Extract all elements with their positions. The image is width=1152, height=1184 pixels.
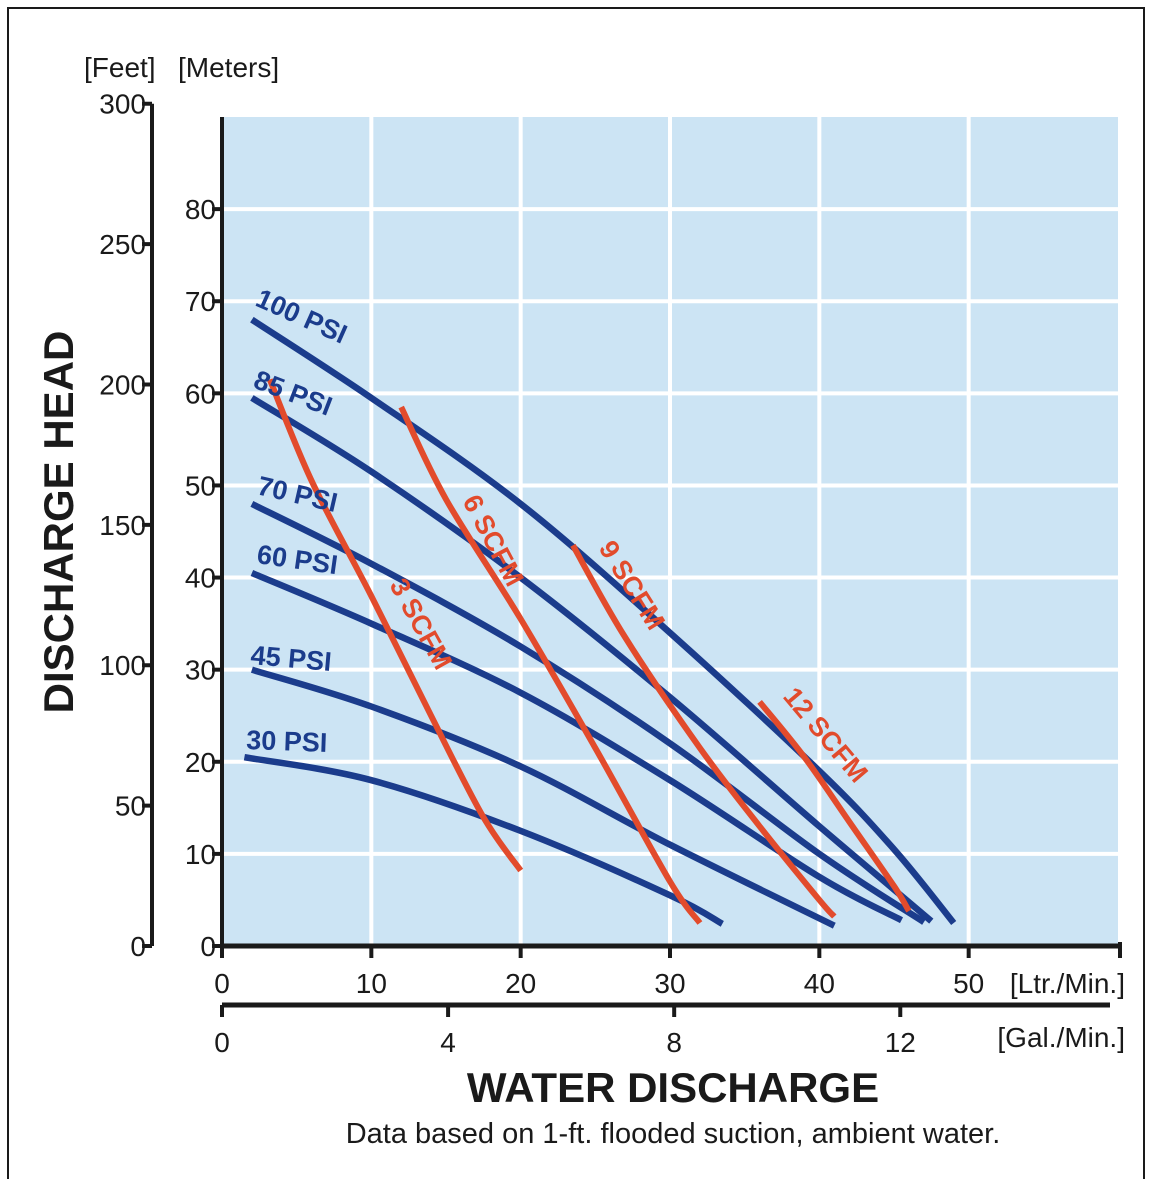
curve-60-psi <box>250 570 904 924</box>
x-lpm-tick-label: 50 <box>953 968 984 999</box>
footnote: Data based on 1-ft. flooded suction, amb… <box>346 1118 1001 1150</box>
air-consumption-curves <box>267 378 912 925</box>
x-unit-lpm: [Ltr./Min.] <box>1010 968 1125 999</box>
x-lpm-tick-label: 0 <box>214 968 230 999</box>
y-feet-tick-label: 50 <box>115 791 146 822</box>
y-meters-tick-label: 0 <box>200 931 216 962</box>
label-30-psi: 30 PSI <box>246 725 328 758</box>
curve-3-scfm <box>267 378 524 873</box>
x-axis-title: WATER DISCHARGE <box>467 1064 879 1111</box>
curve-70-psi <box>250 500 926 925</box>
y-feet-tick-label: 100 <box>99 650 146 681</box>
x-lpm-tick-label: 30 <box>654 968 685 999</box>
y-meters-tick-label: 10 <box>185 839 216 870</box>
curve-30-psi <box>243 754 724 927</box>
x-lpm-tick-label: 10 <box>356 968 387 999</box>
x-gpm-tick-label: 0 <box>214 1027 230 1058</box>
y-meters-tick-label: 70 <box>185 286 216 317</box>
x-lpm-tick-label: 40 <box>804 968 835 999</box>
y-feet-tick-label: 0 <box>130 931 146 962</box>
y-meters-tick-label: 80 <box>185 194 216 225</box>
x-gpm-tick-label: 4 <box>440 1027 456 1058</box>
pressure-curves <box>243 316 957 929</box>
x-gpm-tick-label: 12 <box>885 1027 916 1058</box>
x-gpm-tick-label: 8 <box>666 1027 682 1058</box>
x-unit-gpm: [Gal./Min.] <box>997 1022 1125 1053</box>
curve-100-psi <box>250 316 957 926</box>
label-45-psi: 45 PSI <box>249 640 332 677</box>
y-meters-tick-label: 20 <box>185 747 216 778</box>
curve-45-psi <box>250 666 836 929</box>
y-meters-tick-label: 40 <box>185 563 216 594</box>
y-axis-title: DISCHARGE HEAD <box>35 331 82 714</box>
y-meters-tick-label: 50 <box>185 470 216 501</box>
y-unit-feet: [Feet] <box>84 52 156 83</box>
curve-85-psi <box>250 395 934 924</box>
y-feet-tick-label: 200 <box>99 369 146 400</box>
y-meters-tick-label: 60 <box>185 378 216 409</box>
curve-12-scfm <box>757 700 912 913</box>
y-feet-tick-label: 250 <box>99 229 146 260</box>
y-feet-tick-label: 300 <box>99 89 146 120</box>
x-lpm-tick-label: 20 <box>505 968 536 999</box>
curve-6-scfm <box>398 405 703 925</box>
grid <box>222 117 1118 946</box>
curve-9-scfm <box>570 543 837 919</box>
outer-border <box>7 7 1145 1184</box>
y-feet-tick-label: 150 <box>99 510 146 541</box>
y-unit-meters: [Meters] <box>178 52 279 83</box>
y-meters-tick-label: 30 <box>185 655 216 686</box>
